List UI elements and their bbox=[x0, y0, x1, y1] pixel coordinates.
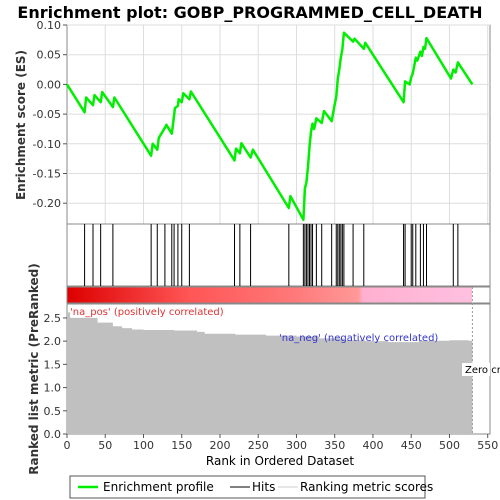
metric-y-tick-label: 0.0 bbox=[44, 428, 62, 441]
x-tick-label: 350 bbox=[324, 439, 345, 452]
metric-x-ticks: 0 50 100 150 200 250 300 350 400 450 500 550 bbox=[64, 434, 498, 452]
x-tick-label: 300 bbox=[286, 439, 307, 452]
zero-cross-label-bg bbox=[462, 363, 490, 376]
legend-enrichment-label: Enrichment profile bbox=[103, 480, 214, 494]
metric-y-axis-label: Ranked list metric (PreRanked) bbox=[27, 263, 41, 475]
metric-y-tick-label: 2.5 bbox=[44, 312, 62, 325]
es-y-tick-label: -0.05 bbox=[33, 108, 61, 121]
hits-panel bbox=[66, 223, 491, 287]
es-y-tick-label: 0.10 bbox=[37, 19, 62, 32]
heat-bar bbox=[66, 286, 491, 304]
legend: Enrichment profile Hits Ranking metric s… bbox=[69, 475, 433, 499]
heat-bar-frame bbox=[66, 286, 491, 304]
metric-y-tick-label: 1.5 bbox=[44, 358, 62, 371]
chart-title: Enrichment plot: GOBP_PROGRAMMED_CELL_DE… bbox=[17, 3, 482, 22]
metric-y-tick-label: 1.0 bbox=[44, 382, 62, 395]
es-y-ticks: 0.10 0.05 0.00 -0.05 -0.10 -0.15 -0.20 bbox=[33, 19, 67, 210]
metric-y-tick-label: 2.0 bbox=[44, 335, 62, 348]
heat-bar-gradient bbox=[67, 287, 472, 303]
x-tick-label: 100 bbox=[133, 439, 154, 452]
es-y-tick-label: 0.05 bbox=[37, 49, 62, 62]
legend-ranking-label: Ranking metric scores bbox=[300, 480, 433, 494]
x-tick-label: 150 bbox=[171, 439, 192, 452]
es-y-tick-label: -0.15 bbox=[33, 168, 61, 181]
hits-area bbox=[66, 223, 491, 287]
es-y-tick-label: 0.00 bbox=[37, 78, 62, 91]
es-y-axis-label: Enrichment score (ES) bbox=[14, 50, 28, 200]
es-line bbox=[65, 31, 474, 222]
hit-marks bbox=[84, 224, 459, 286]
x-tick-label: 200 bbox=[209, 439, 230, 452]
metric-y-ticks: 0.0 0.5 1.0 1.5 2.0 2.5 bbox=[44, 312, 67, 441]
x-tick-label: 50 bbox=[98, 439, 112, 452]
x-tick-label: 550 bbox=[477, 439, 498, 452]
x-axis-label: Rank in Ordered Dataset bbox=[206, 454, 354, 468]
es-panel: 0.10 0.05 0.00 -0.05 -0.10 -0.15 -0.20 Enrichm… bbox=[14, 19, 491, 225]
heat-bar-blank bbox=[472, 287, 490, 303]
es-y-tick-label: -0.20 bbox=[33, 197, 61, 210]
pos-annotation: 'na_pos' (positively correlated) bbox=[70, 307, 224, 318]
x-tick-label: 400 bbox=[362, 439, 383, 452]
x-tick-label: 250 bbox=[248, 439, 269, 452]
x-tick-label: 500 bbox=[439, 439, 460, 452]
es-y-tick-label: -0.10 bbox=[33, 138, 61, 151]
x-tick-label: 0 bbox=[64, 439, 71, 452]
legend-hits-label: Hits bbox=[252, 480, 275, 494]
metric-area bbox=[67, 312, 473, 434]
zero-cross-label: Zero cross at 363 bbox=[465, 365, 500, 376]
metric-y-tick-label: 0.5 bbox=[44, 405, 62, 418]
metric-panel: 0.0 0.5 1.0 1.5 2.0 2.5 0 50 100 150 200 250 300 350… bbox=[27, 263, 500, 475]
x-tick-label: 450 bbox=[401, 439, 422, 452]
es-gridlines bbox=[67, 24, 490, 224]
neg-annotation: 'na_neg' (negatively correlated) bbox=[279, 333, 438, 344]
